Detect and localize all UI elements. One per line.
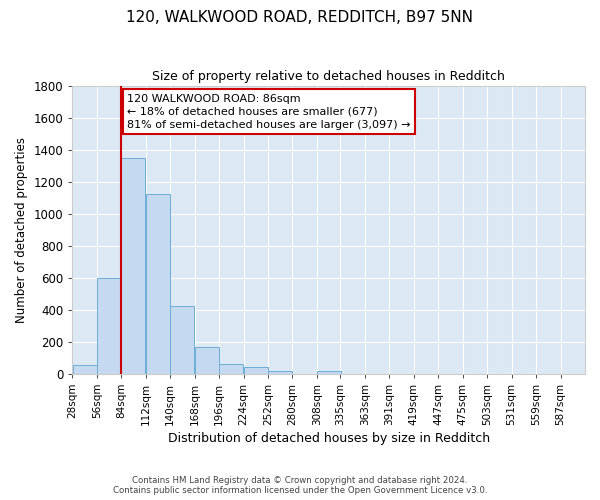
- Bar: [244, 368, 268, 374]
- Bar: [170, 306, 194, 374]
- Title: Size of property relative to detached houses in Redditch: Size of property relative to detached ho…: [152, 70, 505, 83]
- Text: Contains HM Land Registry data © Crown copyright and database right 2024.
Contai: Contains HM Land Registry data © Crown c…: [113, 476, 487, 495]
- Text: 120 WALKWOOD ROAD: 86sqm
← 18% of detached houses are smaller (677)
81% of semi-: 120 WALKWOOD ROAD: 86sqm ← 18% of detach…: [127, 94, 411, 130]
- Bar: [317, 372, 341, 374]
- Bar: [268, 372, 292, 374]
- Bar: [219, 364, 243, 374]
- Bar: [73, 365, 97, 374]
- Bar: [121, 158, 145, 374]
- Bar: [146, 194, 170, 374]
- X-axis label: Distribution of detached houses by size in Redditch: Distribution of detached houses by size …: [167, 432, 490, 445]
- Y-axis label: Number of detached properties: Number of detached properties: [15, 136, 28, 322]
- Bar: [97, 278, 121, 374]
- Text: 120, WALKWOOD ROAD, REDDITCH, B97 5NN: 120, WALKWOOD ROAD, REDDITCH, B97 5NN: [127, 10, 473, 25]
- Bar: [195, 346, 219, 374]
